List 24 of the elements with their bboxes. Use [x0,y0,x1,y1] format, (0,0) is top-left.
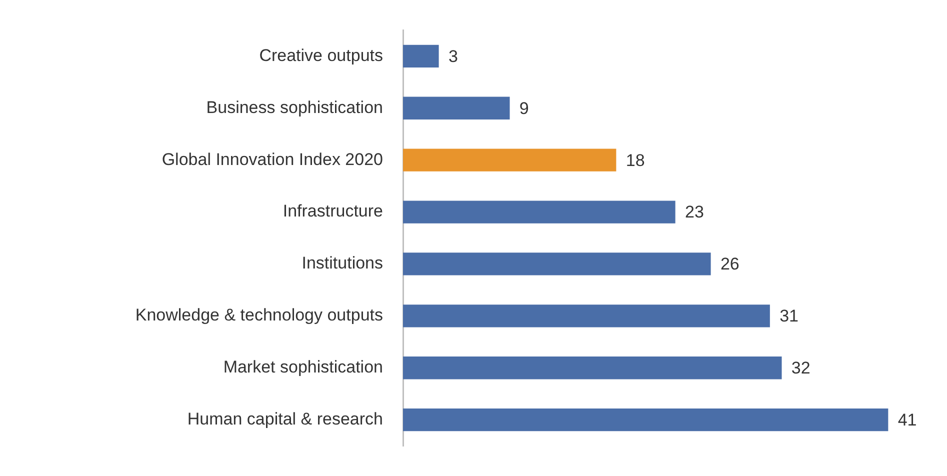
data-label: 9 [519,98,529,118]
data-label: 41 [898,410,917,430]
y-tick-label: Institutions [302,254,383,273]
data-label: 31 [780,306,799,326]
y-tick-label: Knowledge & technology outputs [135,306,383,325]
data-label: 18 [626,150,645,170]
y-tick-label: Creative outputs [259,46,383,65]
data-label: 26 [720,254,740,274]
bar [403,148,616,172]
y-tick-label: Business sophistication [206,98,383,117]
y-tick-label: Human capital & research [187,410,383,429]
data-label: 23 [684,202,704,222]
bar [403,304,770,328]
bar [403,408,888,432]
y-tick-label: Market sophistication [223,358,383,377]
y-tick-label: Global Innovation Index 2020 [162,150,383,169]
data-label: 3 [448,46,458,66]
bar [403,252,711,276]
bar [403,200,676,224]
y-tick-label: Infrastructure [282,202,383,221]
data-label: 32 [791,358,810,378]
bar [403,96,510,120]
bar [403,356,782,380]
bar [403,44,439,68]
